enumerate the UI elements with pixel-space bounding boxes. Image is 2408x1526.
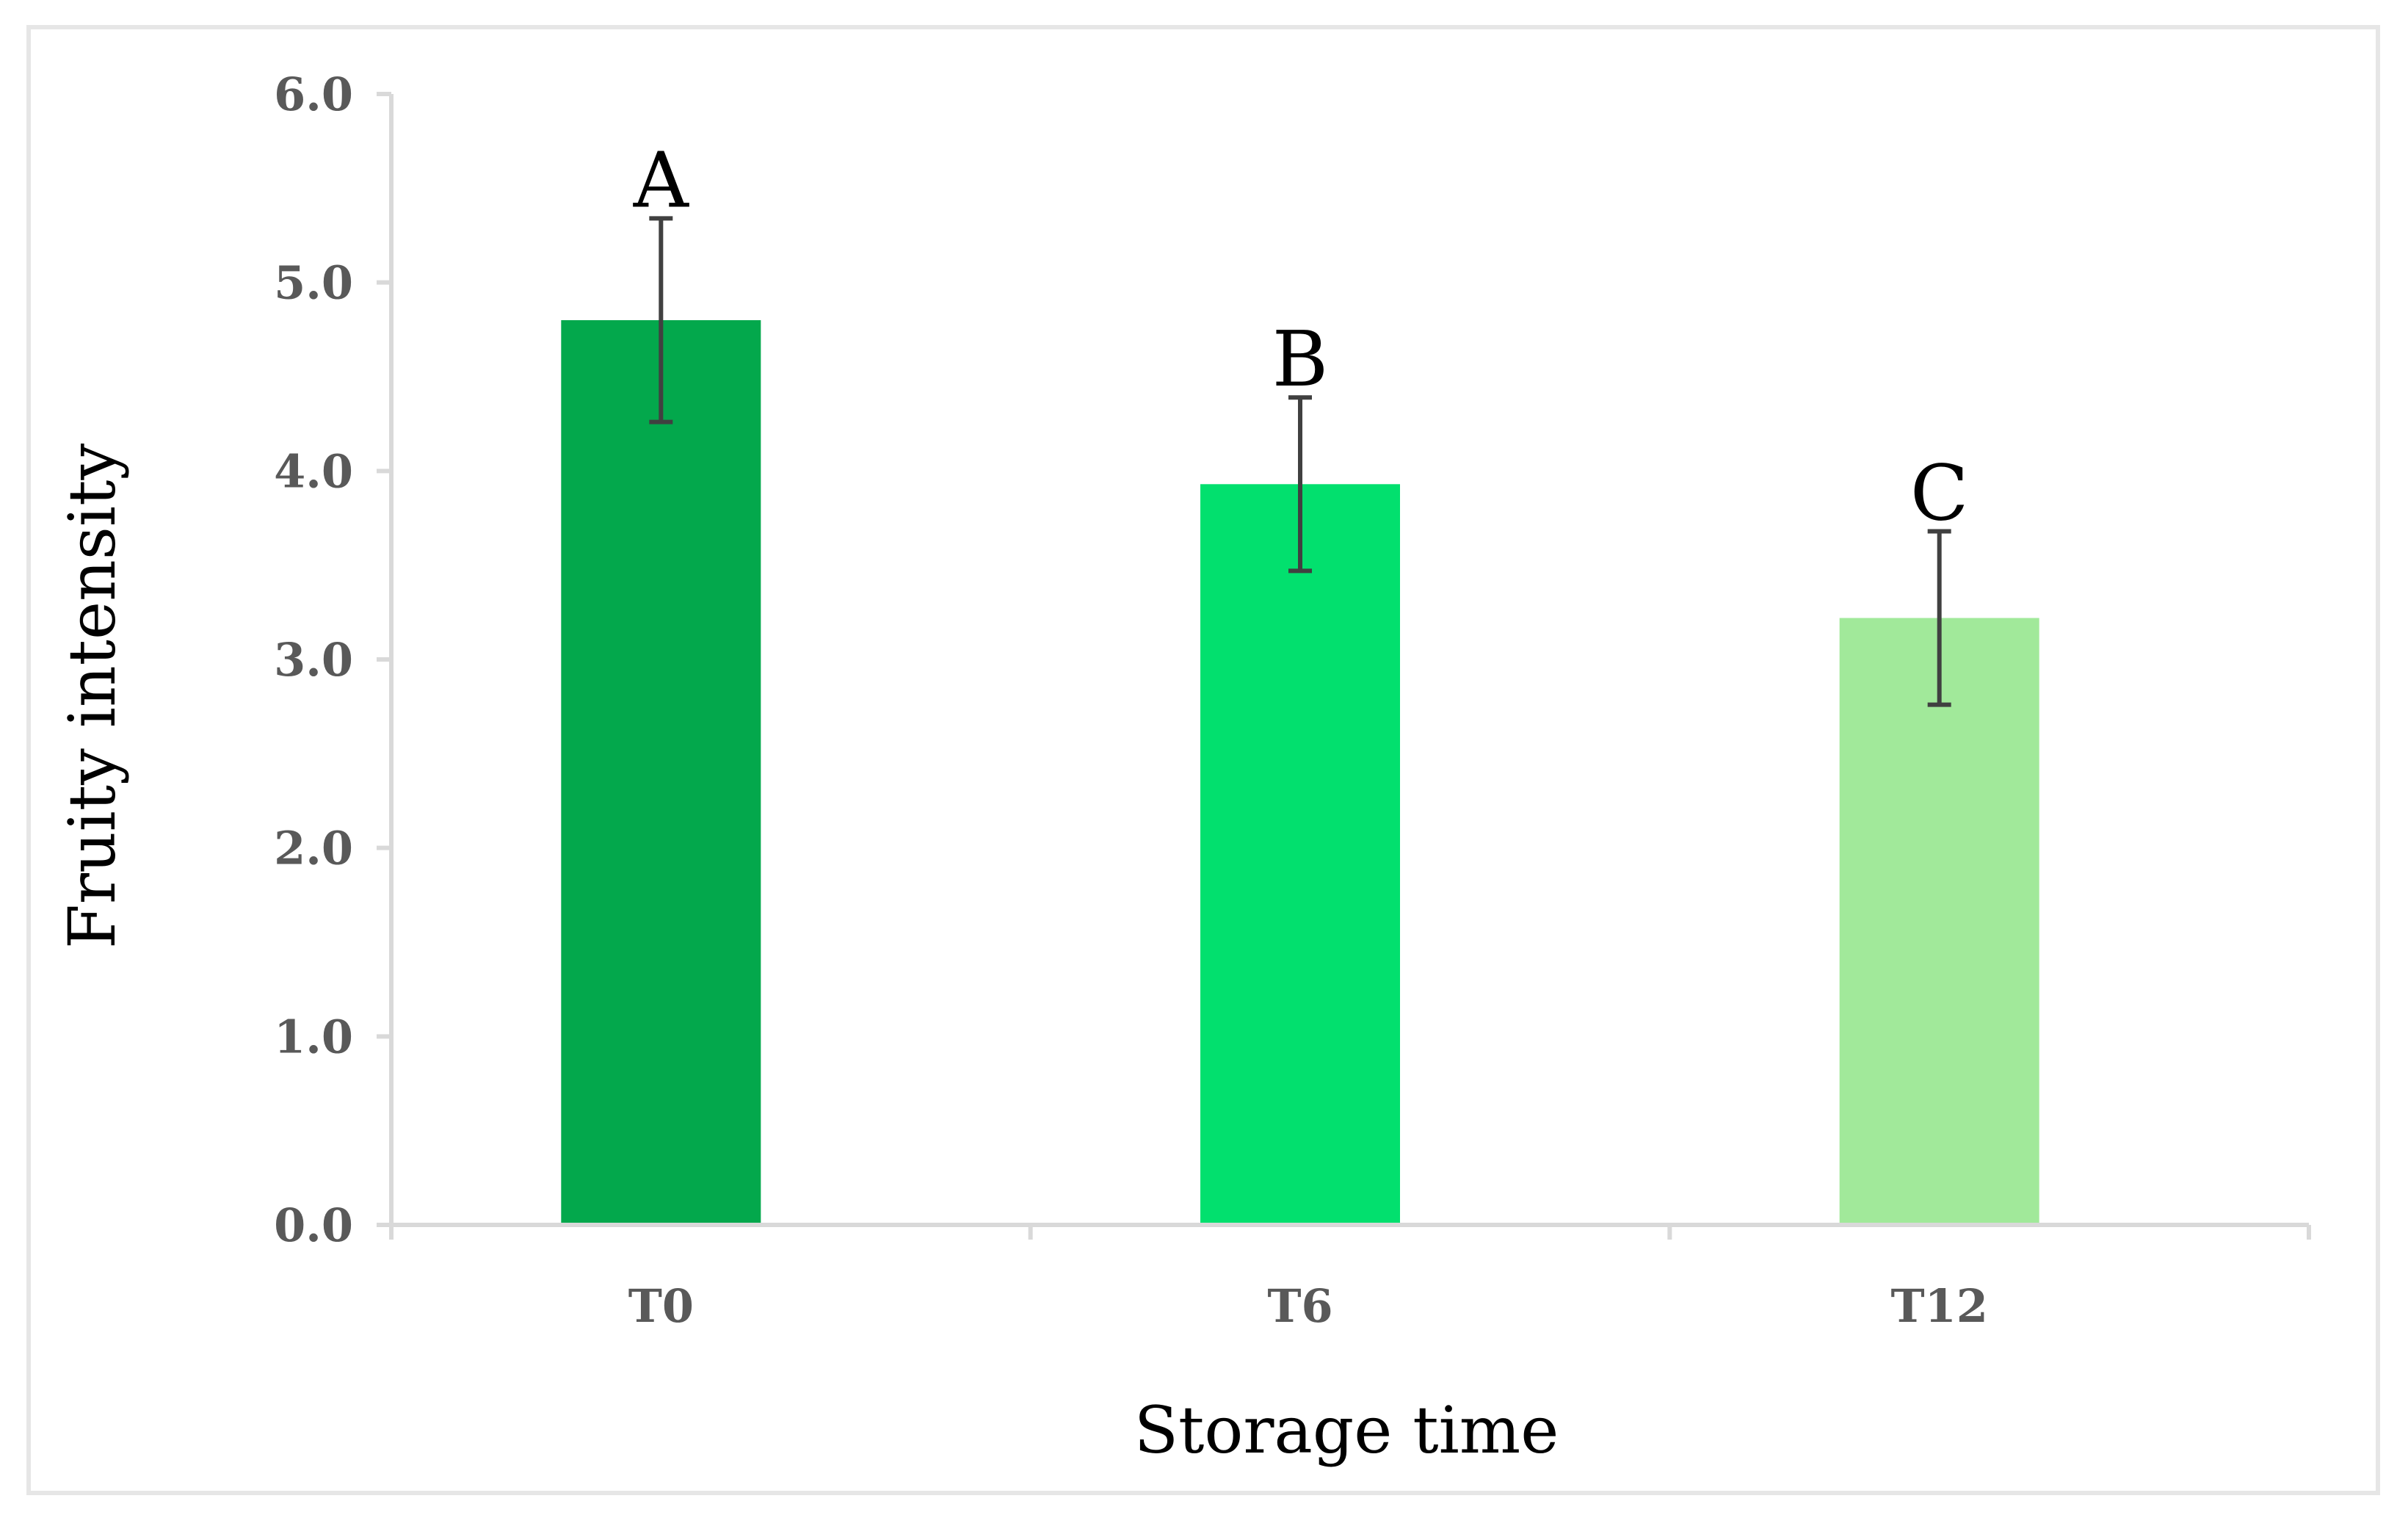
- significance-label: B: [1272, 314, 1328, 404]
- y-tick-label: 1.0: [274, 1010, 353, 1063]
- y-axis-title: Fruity intensity: [54, 444, 130, 950]
- y-tick-label: 0.0: [274, 1198, 353, 1252]
- labels: 0.0 1.0 2.0 3.0 4.0 5.0 6.0 T0 A T6 B T12 C: [274, 68, 1988, 1333]
- bar-t6: [1200, 484, 1400, 1223]
- x-tick-label-t0: T0: [628, 1279, 694, 1333]
- axes: [377, 92, 2311, 1240]
- error-bars: [649, 216, 1951, 707]
- y-tick-label: 2.0: [274, 822, 353, 875]
- x-axis-title: Storage time: [1134, 1392, 1559, 1468]
- y-tick-label: 5.0: [274, 256, 353, 310]
- bar-t12: [1839, 618, 2039, 1223]
- y-tick-label: 6.0: [274, 68, 353, 121]
- bars: [561, 320, 2039, 1223]
- x-tick-label-t6: T6: [1267, 1279, 1332, 1333]
- x-tick-label-t12: T12: [1890, 1279, 1987, 1333]
- y-tick-label: 4.0: [274, 444, 353, 498]
- significance-label: C: [1910, 448, 1969, 538]
- bar-t0: [561, 320, 761, 1223]
- y-tick-label: 3.0: [274, 633, 353, 687]
- significance-label: A: [633, 135, 690, 225]
